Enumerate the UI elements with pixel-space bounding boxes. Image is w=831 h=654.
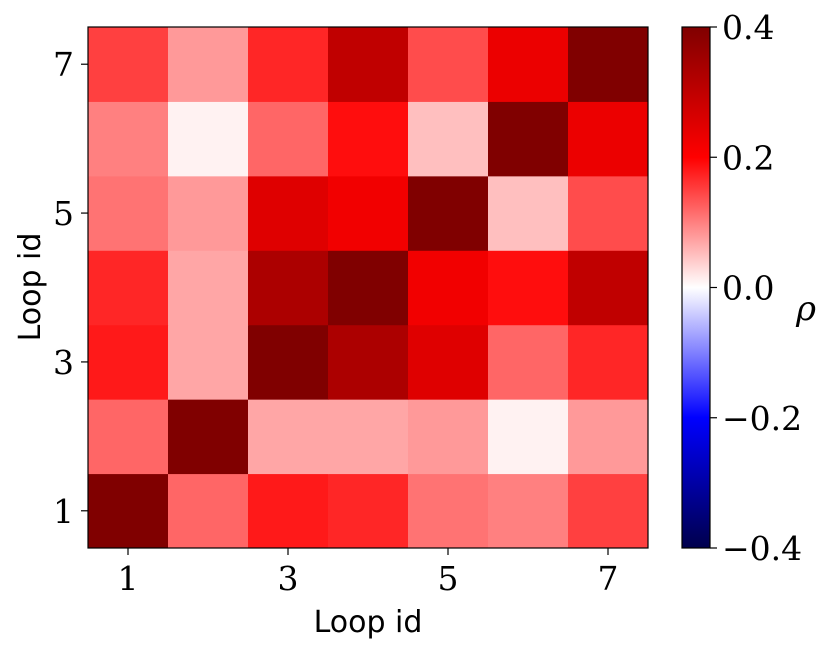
heatmap-cell bbox=[408, 101, 489, 177]
heatmap-cell bbox=[88, 324, 169, 400]
heatmap-cell bbox=[408, 250, 489, 326]
heatmap-cell bbox=[88, 101, 169, 177]
heatmap-cell bbox=[488, 250, 569, 326]
heatmap-cell bbox=[248, 473, 329, 549]
heatmap-cell bbox=[88, 250, 169, 326]
x-tick-label: 1 bbox=[118, 559, 139, 598]
y-tick-label: 1 bbox=[53, 492, 74, 531]
x-axis-ticks: 1 3 5 7 bbox=[118, 548, 619, 598]
heatmap-cell bbox=[168, 250, 249, 326]
x-axis-label: Loop id bbox=[314, 605, 423, 640]
heatmap-cell bbox=[488, 324, 569, 400]
heatmap-cell bbox=[568, 399, 649, 475]
y-tick-label: 7 bbox=[53, 45, 74, 84]
heatmap-cell bbox=[88, 399, 169, 475]
colorbar-tick-label: −0.2 bbox=[722, 399, 802, 438]
y-axis-label: Loop id bbox=[13, 233, 48, 342]
heatmap-cell bbox=[488, 175, 569, 251]
heatmap-cell bbox=[408, 324, 489, 400]
heatmap-cell bbox=[328, 250, 409, 326]
x-tick-label: 7 bbox=[598, 559, 619, 598]
colorbar-tick-label: 0.0 bbox=[722, 269, 774, 308]
heatmap-cell bbox=[248, 101, 329, 177]
heatmap-cell bbox=[328, 27, 409, 102]
heatmap-cell bbox=[328, 101, 409, 177]
plot-frame bbox=[87, 26, 649, 549]
heatmap-cell bbox=[248, 399, 329, 475]
heatmap-cell bbox=[408, 473, 489, 549]
colorbar bbox=[681, 26, 711, 549]
heatmap-cell bbox=[568, 175, 649, 251]
colorbar-tick-label: −0.4 bbox=[722, 529, 802, 568]
heatmap-cell bbox=[88, 473, 169, 549]
heatmap-cell bbox=[568, 101, 649, 177]
heatmap-cell bbox=[168, 473, 249, 549]
heatmap-cell bbox=[408, 27, 489, 102]
heatmap-cell bbox=[248, 250, 329, 326]
heatmap-cell bbox=[328, 473, 409, 549]
heatmap-cell bbox=[568, 473, 649, 549]
heatmap-cell bbox=[568, 324, 649, 400]
y-tick-label: 5 bbox=[53, 194, 74, 233]
heatmap-cell bbox=[328, 399, 409, 475]
heatmap-cells bbox=[88, 27, 649, 549]
heatmap-cell bbox=[408, 399, 489, 475]
heatmap-cell bbox=[88, 27, 169, 102]
heatmap-cell bbox=[248, 175, 329, 251]
heatmap-cell bbox=[568, 250, 649, 326]
heatmap-cell bbox=[168, 399, 249, 475]
heatmap-cell bbox=[328, 324, 409, 400]
heatmap-cell bbox=[488, 399, 569, 475]
heatmap-cell bbox=[168, 101, 249, 177]
heatmap-cell bbox=[568, 27, 649, 102]
heatmap-cell bbox=[248, 27, 329, 102]
y-tick-label: 3 bbox=[53, 343, 74, 382]
heatmap-cell bbox=[248, 324, 329, 400]
heatmap-cell bbox=[328, 175, 409, 251]
x-tick-label: 5 bbox=[438, 559, 459, 598]
heatmap-cell bbox=[408, 175, 489, 251]
x-tick-label: 3 bbox=[278, 559, 299, 598]
heatmap-cell bbox=[88, 175, 169, 251]
heatmap-cell bbox=[168, 175, 249, 251]
heatmap-cell bbox=[488, 27, 569, 102]
heatmap-cell bbox=[168, 27, 249, 102]
y-axis-ticks: 1 3 5 7 bbox=[53, 45, 88, 531]
colorbar-tick-label: 0.4 bbox=[722, 8, 774, 47]
heatmap-cell bbox=[488, 473, 569, 549]
heatmap-cell bbox=[488, 101, 569, 177]
colorbar-tick-label: 0.2 bbox=[722, 138, 774, 177]
heatmap-cell bbox=[168, 324, 249, 400]
colorbar-label: ρ bbox=[795, 289, 816, 329]
colorbar-ticks: 0.4 0.2 0.0 −0.2 −0.4 bbox=[710, 8, 802, 568]
